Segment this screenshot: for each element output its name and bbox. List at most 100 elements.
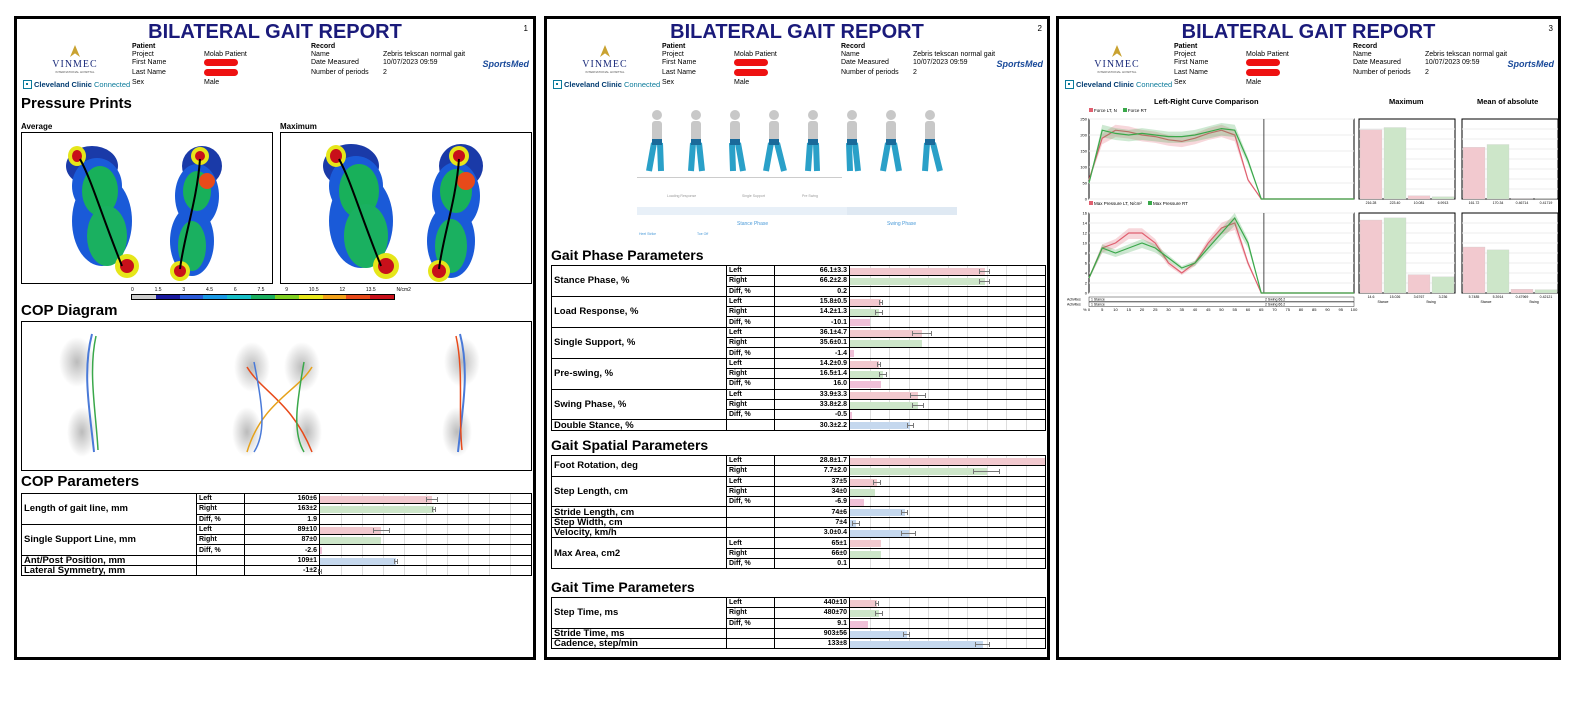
activity-stance: 1 Stance bbox=[1091, 303, 1105, 307]
patient-value bbox=[204, 69, 309, 79]
grid-line bbox=[1006, 286, 1007, 296]
param-bar bbox=[850, 540, 882, 548]
bar bbox=[1462, 147, 1486, 200]
gait-phase-title: Gait Phase Parameters bbox=[551, 247, 704, 263]
param-bar bbox=[850, 422, 911, 430]
grid-line bbox=[928, 358, 929, 368]
param-row: Stride Time, ms 903±56 bbox=[551, 627, 1046, 640]
grid-line bbox=[947, 286, 949, 296]
vinmec-subtitle: INTERNATIONAL HOSPITAL bbox=[1097, 70, 1137, 74]
cleveland-name: Cleveland Clinic bbox=[34, 80, 92, 89]
param-side: Left bbox=[726, 596, 775, 609]
patient-label: Sex bbox=[662, 79, 675, 86]
grid-line bbox=[1006, 399, 1007, 410]
param-name: Swing Phase, % bbox=[551, 388, 727, 421]
y-tick-label: 6 bbox=[1085, 261, 1088, 266]
param-side: Right bbox=[726, 485, 775, 498]
grid-line bbox=[967, 497, 968, 507]
colorbar-segment bbox=[179, 295, 204, 299]
grid-line bbox=[1025, 517, 1027, 528]
x-tick-label: 55 bbox=[1233, 307, 1238, 312]
header-info-grid: Patient Record Project Molab Patient Name Zeb… bbox=[132, 43, 513, 87]
grid-line bbox=[404, 535, 406, 545]
grid-line bbox=[986, 639, 988, 649]
page-number: 2 bbox=[1037, 24, 1042, 33]
cop-parameters-title: COP Parameters bbox=[21, 473, 140, 490]
bar-value-label: 5.3914 bbox=[1493, 295, 1504, 299]
grid-line bbox=[1006, 497, 1007, 507]
grid-line bbox=[509, 566, 511, 576]
stance-phase-label: Stance Phase bbox=[737, 221, 768, 227]
page-number: 1 bbox=[523, 24, 528, 33]
grid-line bbox=[446, 524, 448, 535]
gait-time-title: Gait Time Parameters bbox=[551, 579, 695, 595]
y-tick-label: 4 bbox=[1085, 271, 1088, 276]
param-bar-cell bbox=[849, 557, 1046, 570]
grid-line bbox=[509, 555, 511, 566]
mean-absolute-chart-title: Mean of absolute bbox=[1477, 97, 1539, 106]
grid-line bbox=[928, 507, 929, 517]
param-bar-cell bbox=[849, 357, 1046, 369]
grid-line bbox=[967, 476, 968, 486]
colorbar-tick: 4.5 bbox=[206, 287, 213, 293]
param-bar bbox=[850, 478, 878, 486]
patient-spacer bbox=[734, 43, 839, 51]
param-side: Left bbox=[726, 475, 775, 487]
grid-line bbox=[1006, 368, 1007, 379]
gait-time-table: Step Time, ms Left 440±10 Right 480±70 Diff, … bbox=[551, 596, 1046, 650]
grid-line bbox=[908, 558, 910, 569]
series-band bbox=[1089, 124, 1354, 199]
patient-label: Last Name bbox=[1174, 69, 1208, 76]
record-label: Number of periods bbox=[311, 69, 369, 76]
grid-line bbox=[889, 538, 890, 548]
sportsmed-logo: SportsMed bbox=[482, 59, 529, 69]
bar-value-label: 0.46714 bbox=[1516, 201, 1529, 205]
param-row: Load Response, % Left 15.8±0.5 bbox=[551, 295, 1046, 328]
grid-line bbox=[467, 566, 469, 576]
grid-line bbox=[967, 528, 968, 538]
patient-label: Last Name bbox=[132, 69, 166, 76]
bar bbox=[1534, 289, 1558, 294]
grid-line bbox=[947, 296, 949, 307]
record-label bbox=[841, 79, 911, 87]
param-row: Length of gait line, mm Left 160±6 bbox=[21, 492, 532, 525]
line-chart-0: 250 200 150 100 50 0 bbox=[1080, 117, 1355, 202]
grid-line bbox=[383, 514, 385, 524]
param-bar-cell bbox=[849, 485, 1046, 498]
grid-line bbox=[1025, 618, 1027, 628]
bar-value-label: 223.40 bbox=[1390, 201, 1401, 205]
param-value: 66±0 bbox=[774, 547, 850, 559]
param-value: 903±56 bbox=[774, 627, 850, 640]
patient-label: Project bbox=[132, 51, 154, 58]
param-bar bbox=[850, 630, 907, 638]
patient-value: Male bbox=[204, 79, 220, 86]
pressure-prints-title: Pressure Prints bbox=[21, 95, 132, 112]
colorbar-tick: 7.5 bbox=[257, 287, 265, 293]
legend-item-pressure-lt: Max Pressure LT, N/cm² bbox=[1089, 201, 1142, 206]
x-tick-label: 45 bbox=[1206, 307, 1211, 312]
param-side bbox=[726, 527, 775, 539]
grid-line bbox=[967, 410, 968, 420]
vinmec-logo: VINMEC INTERNATIONAL HOSPITAL bbox=[1067, 45, 1167, 74]
param-bar-cell bbox=[849, 506, 1046, 518]
bar bbox=[1486, 144, 1510, 200]
patient-value: Molab Patient bbox=[204, 51, 247, 58]
param-side: Left bbox=[196, 523, 245, 536]
bar-value-label: 6.9913 bbox=[1438, 201, 1449, 205]
grid-line bbox=[869, 317, 871, 327]
walking-figure bbox=[729, 110, 746, 172]
record-label bbox=[1353, 79, 1423, 87]
param-value: 15.8±0.5 bbox=[774, 295, 850, 308]
grid-line bbox=[947, 358, 949, 368]
bar bbox=[1510, 289, 1534, 294]
redacted-name bbox=[1246, 69, 1280, 76]
group-label: Stance bbox=[1378, 300, 1389, 304]
grid-line bbox=[869, 497, 871, 507]
vinmec-name: VINMEC bbox=[582, 59, 628, 70]
grid-line bbox=[889, 598, 890, 608]
grid-line bbox=[1025, 327, 1027, 338]
walking-figure bbox=[688, 110, 705, 172]
redacted-name bbox=[1246, 59, 1280, 66]
group-label: Stance bbox=[1481, 300, 1492, 304]
grid-line bbox=[889, 348, 890, 358]
